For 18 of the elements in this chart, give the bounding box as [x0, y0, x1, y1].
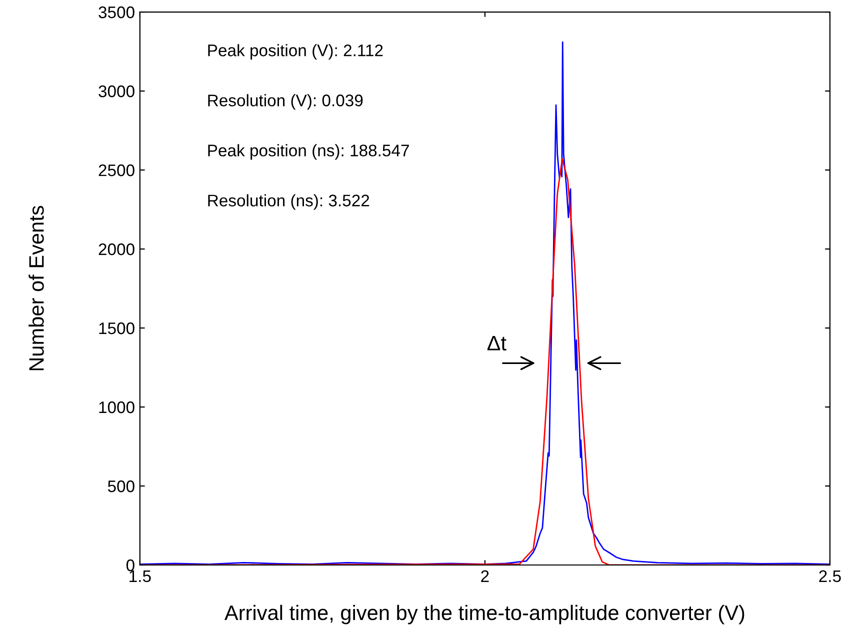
x-tick-label: 1.5 — [130, 570, 151, 582]
x-axis-title: Arrival time, given by the time-to-amplitude converter (V) — [224, 604, 744, 624]
annotation: Peak position (V): 2.112 — [208, 44, 383, 60]
annotation: Δt — [487, 336, 506, 350]
annotation: Resolution (ns): 3.522 — [208, 194, 370, 210]
y-tick-label: 1500 — [99, 322, 134, 334]
y-tick-label: 2500 — [98, 164, 134, 176]
x-tick-label: 2.5 — [819, 570, 841, 582]
annotation: Resolution (V): 0.039 — [208, 94, 363, 110]
y-tick-label: 2000 — [98, 243, 134, 256]
annotation: Peak position (ns): 188.547 — [208, 144, 409, 160]
y-tick-label: 500 — [108, 480, 134, 492]
y-tick-label: 3000 — [98, 85, 134, 98]
y-tick-label: 0 — [126, 559, 134, 572]
y-tick-label: 1000 — [99, 401, 134, 414]
y-axis-title: Number of Events — [28, 206, 44, 370]
x-tick-label: 2 — [481, 570, 489, 582]
y-tick-label: 3500 — [98, 6, 134, 18]
